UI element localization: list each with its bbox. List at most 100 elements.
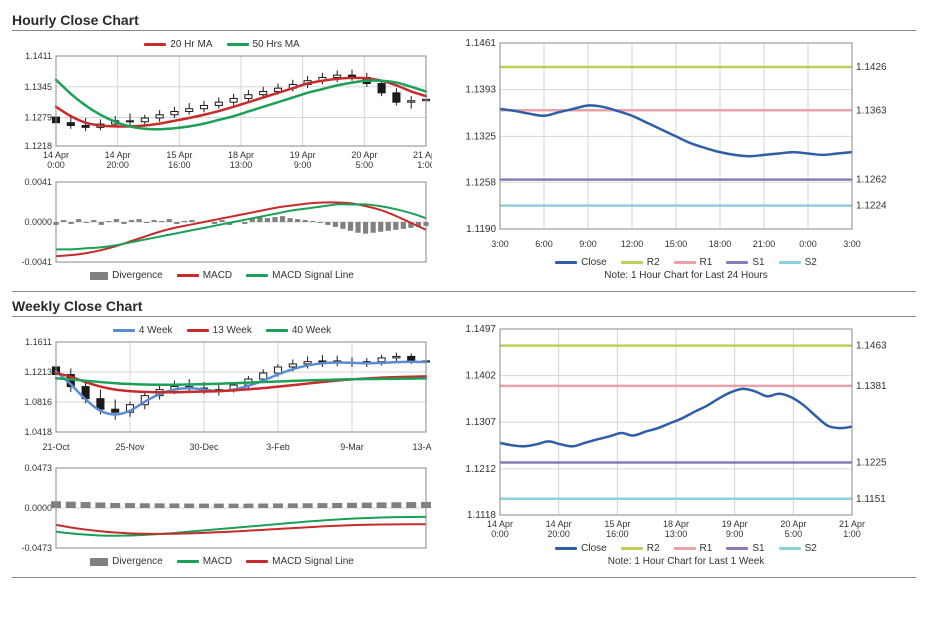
svg-text:13:00: 13:00 bbox=[665, 529, 688, 539]
svg-text:1.1426: 1.1426 bbox=[856, 62, 887, 73]
svg-text:21 Apr: 21 Apr bbox=[839, 519, 865, 529]
legend-label: R1 bbox=[700, 257, 713, 268]
svg-text:1.1258: 1.1258 bbox=[465, 177, 496, 188]
weekly-macd-chart: -0.0473 0.0000 0.0473 bbox=[12, 464, 432, 554]
svg-text:14 Apr: 14 Apr bbox=[546, 519, 572, 529]
svg-text:9:00: 9:00 bbox=[726, 529, 744, 539]
weekly-main-chart: 1.0418 1.0816 1.1213 1.1611 21-Oct 25-Nov 30-D… bbox=[12, 338, 432, 458]
svg-text:1.1279: 1.1279 bbox=[24, 113, 52, 123]
svg-text:21:00: 21:00 bbox=[753, 239, 776, 249]
svg-text:1.1225: 1.1225 bbox=[856, 457, 887, 468]
svg-text:1.1402: 1.1402 bbox=[465, 371, 496, 382]
hourly-main-legend: 20 Hr MA 50 Hrs MA bbox=[12, 39, 432, 50]
svg-text:1.1611: 1.1611 bbox=[25, 338, 52, 347]
svg-text:1.1213: 1.1213 bbox=[24, 367, 52, 377]
svg-text:0:00: 0:00 bbox=[799, 239, 817, 249]
weekly-macd-legend: Divergence MACD MACD Signal Line bbox=[12, 556, 432, 567]
svg-text:0.0041: 0.0041 bbox=[24, 178, 52, 187]
svg-text:15:00: 15:00 bbox=[665, 239, 688, 249]
svg-text:18 Apr: 18 Apr bbox=[228, 150, 254, 160]
divider bbox=[12, 577, 916, 578]
svg-text:21-Oct: 21-Oct bbox=[42, 442, 70, 452]
svg-text:15 Apr: 15 Apr bbox=[604, 519, 630, 529]
svg-text:16:00: 16:00 bbox=[606, 529, 629, 539]
legend-label: Divergence bbox=[112, 270, 163, 281]
svg-text:18:00: 18:00 bbox=[709, 239, 732, 249]
svg-text:6:00: 6:00 bbox=[535, 239, 553, 249]
legend-label: S2 bbox=[805, 257, 817, 268]
svg-text:9:00: 9:00 bbox=[294, 160, 312, 170]
weekly-levels-chart: 1.11181.12121.13071.14021.149714 Apr0:00… bbox=[456, 323, 896, 541]
hourly-macd-chart: -0.00410.00000.0041 bbox=[12, 178, 432, 268]
svg-text:0.0473: 0.0473 bbox=[24, 464, 52, 473]
hourly-main-chart: 1.12181.12791.13451.141114 Apr0:0014 Apr… bbox=[12, 52, 432, 172]
svg-text:0.0000: 0.0000 bbox=[24, 503, 52, 513]
legend-label: MACD Signal Line bbox=[272, 556, 354, 567]
divider bbox=[12, 30, 916, 31]
svg-text:19 Apr: 19 Apr bbox=[290, 150, 316, 160]
svg-text:14 Apr: 14 Apr bbox=[43, 150, 69, 160]
hourly-macd-legend: Divergence MACD MACD Signal Line bbox=[12, 270, 432, 281]
svg-text:18 Apr: 18 Apr bbox=[663, 519, 689, 529]
svg-text:20 Apr: 20 Apr bbox=[351, 150, 377, 160]
legend-label: 4 Week bbox=[139, 325, 173, 336]
svg-text:1.1345: 1.1345 bbox=[24, 82, 52, 92]
svg-text:1.1307: 1.1307 bbox=[465, 417, 496, 428]
svg-text:1.1212: 1.1212 bbox=[465, 464, 496, 475]
legend-label: 13 Week bbox=[213, 325, 252, 336]
legend-label: Close bbox=[581, 543, 607, 554]
svg-text:20 Apr: 20 Apr bbox=[780, 519, 806, 529]
svg-text:20:00: 20:00 bbox=[547, 529, 570, 539]
hourly-levels-chart: 1.1190 1.1258 1.1325 1.1393 1.1461 3:00 6:00 9:… bbox=[456, 37, 896, 255]
svg-text:1.0418: 1.0418 bbox=[24, 427, 52, 437]
svg-text:5:00: 5:00 bbox=[356, 160, 374, 170]
svg-text:3-Feb: 3-Feb bbox=[266, 442, 290, 452]
legend-label: S2 bbox=[805, 543, 817, 554]
svg-text:16:00: 16:00 bbox=[168, 160, 191, 170]
svg-text:3:00: 3:00 bbox=[843, 239, 861, 249]
svg-text:9-Mar: 9-Mar bbox=[340, 442, 364, 452]
svg-text:20:00: 20:00 bbox=[106, 160, 129, 170]
svg-text:1.1497: 1.1497 bbox=[465, 324, 496, 335]
svg-text:1.1393: 1.1393 bbox=[465, 85, 496, 96]
hourly-title: Hourly Close Chart bbox=[12, 12, 916, 28]
legend-label: 40 Week bbox=[292, 325, 331, 336]
weekly-levels-note: Note: 1 Hour Chart for Last 1 Week bbox=[456, 556, 916, 567]
svg-text:3:00: 3:00 bbox=[491, 239, 509, 249]
svg-text:30-Dec: 30-Dec bbox=[189, 442, 219, 452]
legend-label: MACD bbox=[203, 270, 232, 281]
legend-label: MACD Signal Line bbox=[272, 270, 354, 281]
svg-text:1.1461: 1.1461 bbox=[465, 38, 496, 49]
svg-text:1.1224: 1.1224 bbox=[856, 201, 887, 212]
legend-label: R1 bbox=[700, 543, 713, 554]
legend-label: S1 bbox=[752, 543, 764, 554]
svg-text:13:00: 13:00 bbox=[230, 160, 253, 170]
svg-text:1:00: 1:00 bbox=[417, 160, 432, 170]
svg-text:1.1411: 1.1411 bbox=[25, 52, 52, 61]
svg-text:1.1463: 1.1463 bbox=[856, 341, 887, 352]
weekly-main-legend: 4 Week 13 Week 40 Week bbox=[12, 325, 432, 336]
svg-text:1.1363: 1.1363 bbox=[856, 105, 887, 116]
svg-text:1.0816: 1.0816 bbox=[24, 397, 52, 407]
svg-text:0.0000: 0.0000 bbox=[24, 217, 52, 227]
legend-label: S1 bbox=[752, 257, 764, 268]
legend-label: MACD bbox=[203, 556, 232, 567]
weekly-levels-legend: Close R2 R1 S1 S2 bbox=[456, 543, 916, 554]
divider bbox=[12, 291, 916, 292]
svg-text:0:00: 0:00 bbox=[491, 529, 509, 539]
svg-text:12:00: 12:00 bbox=[621, 239, 644, 249]
svg-text:1.1381: 1.1381 bbox=[856, 381, 887, 392]
svg-text:1.1151: 1.1151 bbox=[856, 494, 886, 505]
legend-label: R2 bbox=[647, 543, 660, 554]
divider bbox=[12, 316, 916, 317]
svg-text:1.1262: 1.1262 bbox=[856, 175, 887, 186]
svg-text:0:00: 0:00 bbox=[47, 160, 65, 170]
svg-text:9:00: 9:00 bbox=[579, 239, 597, 249]
svg-text:21 Apr: 21 Apr bbox=[413, 150, 432, 160]
svg-text:1.1190: 1.1190 bbox=[466, 224, 496, 235]
svg-text:-0.0473: -0.0473 bbox=[21, 543, 52, 553]
svg-text:1.1325: 1.1325 bbox=[465, 131, 496, 142]
svg-text:25-Nov: 25-Nov bbox=[115, 442, 145, 452]
legend-label: 50 Hrs MA bbox=[253, 39, 300, 50]
svg-text:14 Apr: 14 Apr bbox=[487, 519, 513, 529]
